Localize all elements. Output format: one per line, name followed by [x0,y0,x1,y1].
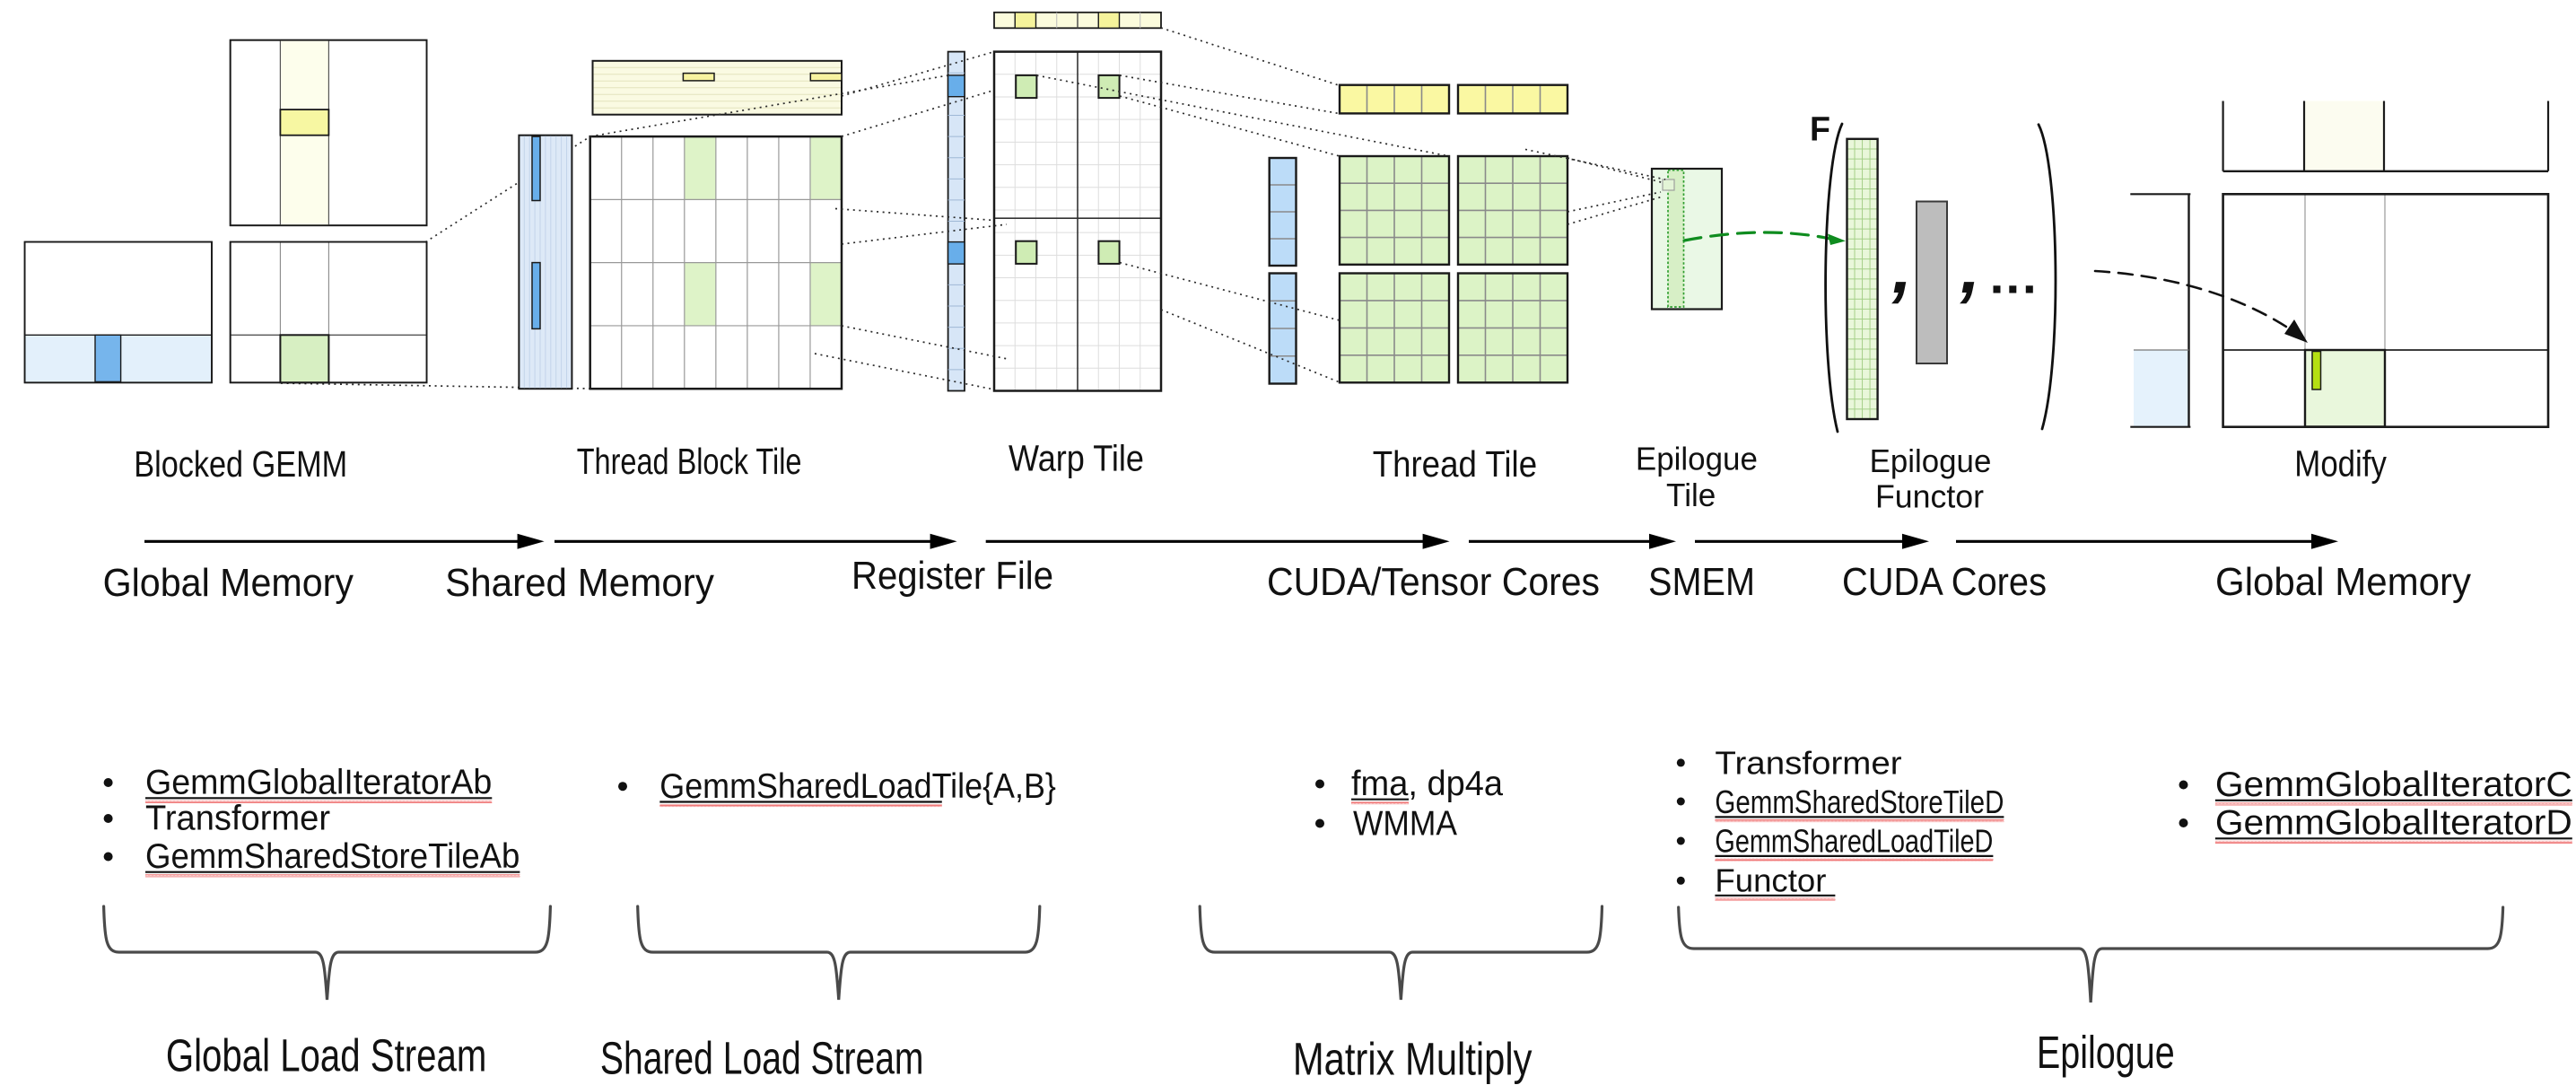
svg-text:Global Memory: Global Memory [2215,560,2471,604]
svg-text:SMEM: SMEM [1648,560,1755,604]
svg-text:Global Load Stream: Global Load Stream [166,1029,487,1081]
svg-text:CUDA/Tensor Cores: CUDA/Tensor Cores [1267,560,1600,604]
svg-text:Tile: Tile [1666,477,1716,513]
svg-text:,: , [1960,228,1980,308]
svg-text:Warp Tile: Warp Tile [1009,438,1144,479]
svg-text:Epilogue: Epilogue [2037,1027,2175,1078]
svg-text:Modify: Modify [2294,442,2387,484]
svg-text:Register File: Register File [851,554,1053,598]
svg-text:CUDA Cores: CUDA Cores [1842,560,2047,604]
svg-text:Functor: Functor [1715,862,1826,898]
svg-text:Thread Tile: Thread Tile [1373,443,1537,485]
svg-text:Epilogue: Epilogue [1636,441,1758,477]
svg-text:GemmSharedLoadTileD: GemmSharedLoadTileD [1715,823,1993,860]
svg-text:GemmGlobalIteratorAb: GemmGlobalIteratorAb [145,764,492,802]
svg-text:Functor: Functor [1875,478,1984,515]
svg-text:fma, dp4a: fma, dp4a [1351,765,1503,803]
svg-text:Thread Block Tile: Thread Block Tile [577,441,802,482]
svg-text:GemmSharedLoadTile{A,B}: GemmSharedLoadTile{A,B} [659,767,1056,806]
svg-text:,: , [1891,228,1912,308]
svg-text:GemmGlobalIteratorD: GemmGlobalIteratorD [2215,804,2572,843]
svg-text:F: F [1810,110,1830,148]
svg-text:GemmSharedStoreTileAb: GemmSharedStoreTileAb [145,837,520,876]
svg-text:Transformer: Transformer [145,800,330,838]
svg-text:Transformer: Transformer [1715,744,1901,781]
svg-text:WMMA: WMMA [1353,805,1457,844]
svg-text:Shared Load Stream: Shared Load Stream [600,1032,924,1083]
svg-text:Blocked GEMM: Blocked GEMM [134,443,347,485]
svg-text:GemmGlobalIteratorC: GemmGlobalIteratorC [2215,766,2572,804]
svg-text:Global Memory: Global Memory [103,561,354,605]
svg-text:GemmSharedStoreTileD: GemmSharedStoreTileD [1715,783,2004,820]
svg-text:Epilogue: Epilogue [1870,442,1992,479]
svg-text:Shared Memory: Shared Memory [445,561,714,605]
svg-text:Matrix Multiply: Matrix Multiply [1293,1033,1533,1084]
